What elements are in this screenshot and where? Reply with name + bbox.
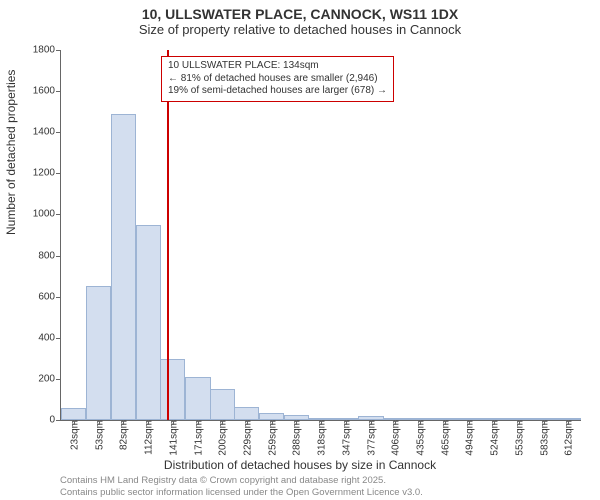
x-axis-label: Distribution of detached houses by size … [0,458,600,472]
x-tick-mark [321,420,322,425]
y-tick-mark [56,297,61,298]
x-tick-label: 141sqm [166,420,179,456]
x-tick-mark [445,420,446,425]
x-tick-mark [469,420,470,425]
y-tick-mark [56,91,61,92]
x-tick-label: 612sqm [562,420,575,456]
chart-title-main: 10, ULLSWATER PLACE, CANNOCK, WS11 1DX [0,0,600,22]
x-tick-label: 553sqm [512,420,525,456]
x-tick-label: 377sqm [364,420,377,456]
histogram-bar [259,413,284,420]
chart-title-sub: Size of property relative to detached ho… [0,22,600,41]
annotation-line: 10 ULLSWATER PLACE: 134sqm [168,60,387,73]
x-tick-mark [395,420,396,425]
annotation-line: 19% of semi-detached houses are larger (… [168,85,387,98]
histogram-bar [210,389,235,420]
y-tick-mark [56,50,61,51]
plot-area: 02004006008001000120014001600180023sqm53… [60,50,581,421]
y-tick-mark [56,338,61,339]
x-tick-mark [123,420,124,425]
reference-marker-line [167,50,169,420]
annotation-line: ← 81% of detached houses are smaller (2,… [168,73,387,86]
x-tick-label: 229sqm [240,420,253,456]
x-tick-label: 288sqm [290,420,303,456]
x-tick-mark [198,420,199,425]
x-tick-label: 347sqm [339,420,352,456]
x-tick-mark [148,420,149,425]
x-tick-label: 171sqm [191,420,204,456]
x-tick-label: 318sqm [315,420,328,456]
y-axis-label: Number of detached properties [4,70,18,235]
histogram-bar [61,408,86,420]
x-tick-mark [568,420,569,425]
x-tick-label: 494sqm [463,420,476,456]
x-tick-label: 259sqm [265,420,278,456]
footer-line: Contains public sector information licen… [60,487,423,498]
x-tick-mark [222,420,223,425]
x-tick-mark [346,420,347,425]
chart-container: 10, ULLSWATER PLACE, CANNOCK, WS11 1DX S… [0,0,600,500]
histogram-bar [136,225,161,420]
footer-line: Contains HM Land Registry data © Crown c… [60,475,423,486]
x-tick-mark [296,420,297,425]
footer-attribution: Contains HM Land Registry data © Crown c… [60,475,423,498]
x-tick-mark [247,420,248,425]
x-tick-label: 435sqm [413,420,426,456]
x-tick-label: 200sqm [216,420,229,456]
histogram-bar [86,286,111,420]
x-tick-label: 112sqm [142,420,155,455]
y-tick-mark [56,132,61,133]
x-tick-mark [371,420,372,425]
x-tick-mark [544,420,545,425]
x-tick-label: 524sqm [488,420,501,456]
x-tick-mark [74,420,75,425]
x-tick-mark [99,420,100,425]
histogram-bar [160,359,185,420]
histogram-bar [111,114,136,420]
y-tick-mark [56,256,61,257]
x-tick-mark [272,420,273,425]
x-tick-mark [494,420,495,425]
y-tick-mark [56,173,61,174]
annotation-box: 10 ULLSWATER PLACE: 134sqm ← 81% of deta… [161,56,394,102]
x-tick-label: 406sqm [389,420,402,456]
histogram-bar [185,377,210,420]
x-tick-label: 465sqm [438,420,451,456]
x-tick-mark [519,420,520,425]
x-tick-mark [420,420,421,425]
x-tick-mark [173,420,174,425]
y-tick-mark [56,214,61,215]
x-tick-label: 583sqm [538,420,551,456]
y-tick-mark [56,420,61,421]
y-tick-mark [56,379,61,380]
histogram-bar [234,407,259,420]
